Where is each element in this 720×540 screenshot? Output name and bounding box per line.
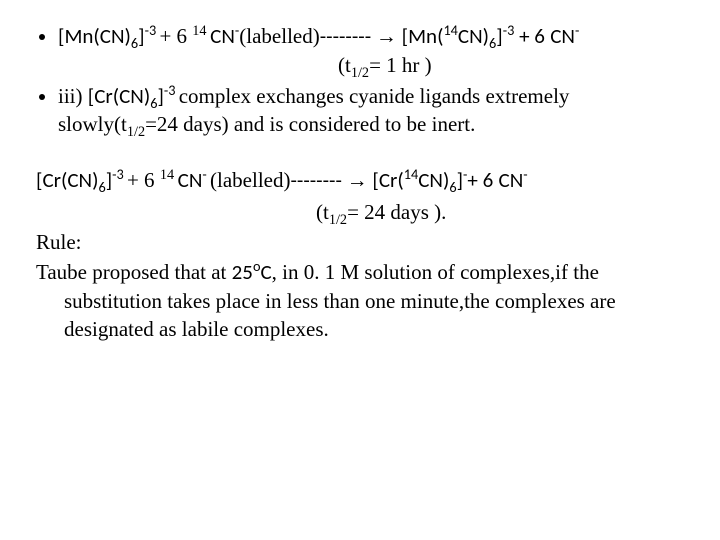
bullet-item-2: iii) [Cr(CN)6]-3 complex exchanges cyani… — [58, 82, 690, 139]
bullet-list: [Mn(CN)6]-3 + 6 14 CN-(labelled)--------… — [30, 22, 690, 138]
mn-complex-lhs: [Mn(CN)6]-3 — [58, 23, 159, 49]
half-sub: 1/2 — [127, 124, 145, 140]
arrow-icon: → — [376, 25, 397, 48]
plus-six-2: + 6 — [127, 168, 160, 192]
spacer-block — [30, 152, 690, 166]
dashes-2: -------- — [290, 167, 346, 193]
isotope-14-2: 14 — [160, 167, 178, 183]
temperature: 25oC — [232, 259, 272, 285]
cn-2: CN- — [178, 167, 210, 193]
bullet-item-1: [Mn(CN)6]-3 + 6 14 CN-(labelled)--------… — [58, 22, 690, 80]
isotope-14: 14 — [192, 23, 210, 39]
plus-six: + 6 — [159, 24, 192, 48]
cr-equation-line: [Cr(CN)6]-3 + 6 14 CN- (labelled)-------… — [36, 166, 690, 195]
half-life-line-2: (t1/2= 24 days ). — [36, 198, 690, 226]
dashes: -------- — [320, 23, 376, 49]
roman-iii: iii) — [58, 84, 88, 108]
cn-rhs: CN- — [550, 23, 579, 49]
rule-heading: Rule: — [36, 228, 690, 256]
cn-labelled: CN- — [210, 23, 239, 49]
half-life-line-1: (t1/2= 1 hr ) — [58, 51, 690, 79]
bullet2-text-b: =24 days) and is considered to be inert. — [145, 112, 475, 136]
cr-complex: [Cr(CN)6]-3 — [88, 83, 179, 109]
cn-rhs-2: CN- — [499, 167, 528, 193]
labelled-text: (labelled) — [239, 24, 319, 48]
equation-block: [Cr(CN)6]-3 + 6 14 CN- (labelled)-------… — [36, 166, 690, 343]
arrow-icon-2: → — [347, 169, 368, 192]
labelled-2: (labelled) — [210, 168, 290, 192]
rule-body: Taube proposed that at 25oC, in 0. 1 M s… — [36, 258, 690, 343]
rule-text-a: Taube proposed that at — [36, 260, 232, 284]
cr-complex-lhs: [Cr(CN)6]-3 — [36, 167, 127, 193]
mn-complex-rhs: [Mn(14CN)6]-3 + 6 — [397, 23, 545, 49]
cr-complex-rhs: [Cr(14CN)6]-+ 6 — [368, 167, 494, 193]
